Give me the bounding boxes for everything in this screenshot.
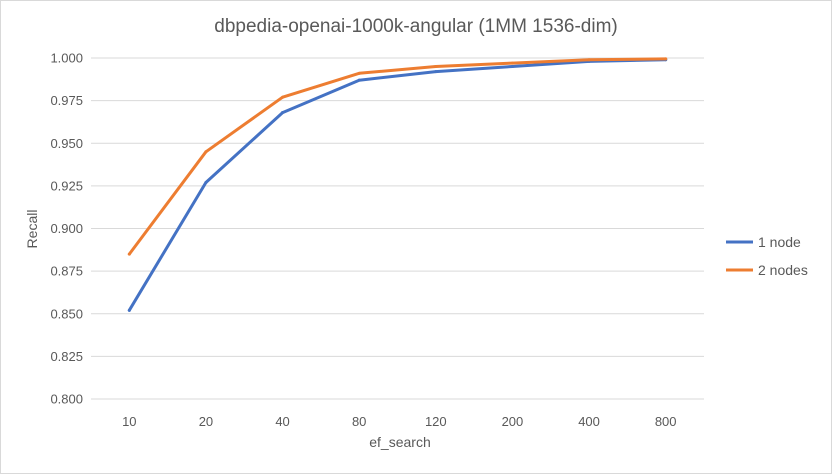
data-point xyxy=(357,78,361,82)
chart-title: dbpedia-openai-1000k-angular (1MM 1536-d… xyxy=(214,16,617,37)
data-point xyxy=(434,65,438,69)
data-point xyxy=(510,61,514,65)
x-axis-ticks: 10 20 40 80 120 200 400 800 xyxy=(122,414,676,429)
x-tick-label: 200 xyxy=(502,414,524,429)
y-tick-label: 0.825 xyxy=(50,349,83,364)
legend-label: 2 nodes xyxy=(758,262,808,278)
data-point xyxy=(127,308,131,312)
x-tick-label: 10 xyxy=(122,414,136,429)
y-tick-label: 0.900 xyxy=(50,221,83,236)
data-point xyxy=(281,111,285,115)
legend: 1 node 2 nodes xyxy=(726,234,808,278)
y-tick-label: 0.950 xyxy=(50,136,83,151)
y-tick-label: 1.000 xyxy=(50,51,83,66)
y-axis-ticks: 0.800 0.825 0.850 0.875 0.900 0.925 0.950 0.975… xyxy=(50,51,83,407)
y-tick-label: 0.800 xyxy=(50,392,83,407)
data-point xyxy=(510,65,514,69)
series-line-1-node xyxy=(127,58,668,312)
data-point xyxy=(587,58,591,62)
x-tick-label: 120 xyxy=(425,414,447,429)
y-tick-label: 0.875 xyxy=(50,264,83,279)
data-point xyxy=(127,252,131,256)
legend-label: 1 node xyxy=(758,234,801,250)
x-tick-label: 400 xyxy=(578,414,600,429)
x-tick-label: 20 xyxy=(199,414,213,429)
gridlines xyxy=(91,57,704,400)
data-point xyxy=(204,150,208,154)
x-tick-label: 800 xyxy=(655,414,677,429)
y-axis-title: Recall xyxy=(24,210,40,249)
y-tick-label: 0.925 xyxy=(50,178,83,193)
y-tick-label: 0.975 xyxy=(50,93,83,108)
series-line-2-nodes xyxy=(127,57,668,256)
data-point xyxy=(357,71,361,75)
series-lines xyxy=(127,57,668,312)
data-point xyxy=(664,57,668,61)
data-point xyxy=(281,95,285,99)
y-tick-label: 0.850 xyxy=(50,306,83,321)
data-point xyxy=(434,70,438,74)
x-axis-title: ef_search xyxy=(369,434,430,450)
x-tick-label: 80 xyxy=(352,414,366,429)
x-tick-label: 40 xyxy=(275,414,289,429)
data-point xyxy=(204,180,208,184)
